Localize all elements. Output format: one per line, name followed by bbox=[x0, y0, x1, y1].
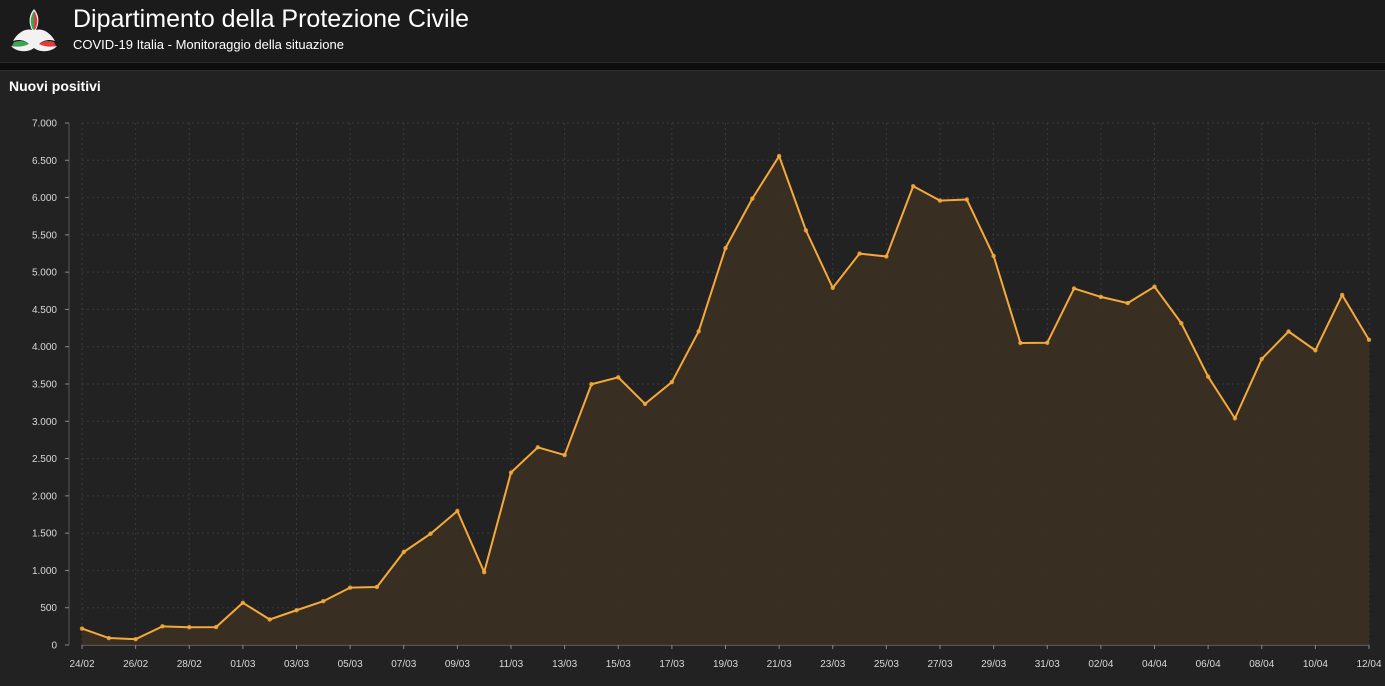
y-tick-label: 1.500 bbox=[32, 529, 57, 540]
data-point bbox=[160, 624, 165, 629]
y-tick-label: 6.500 bbox=[32, 156, 57, 167]
x-tick-label: 27/03 bbox=[927, 659, 952, 670]
data-point bbox=[910, 183, 916, 189]
data-point bbox=[1259, 356, 1264, 362]
y-tick-label: 500 bbox=[40, 603, 57, 614]
y-tick-label: 1.000 bbox=[32, 566, 57, 577]
app-title: Dipartimento della Protezione Civile bbox=[73, 5, 470, 33]
x-tick-label: 03/03 bbox=[284, 659, 309, 670]
data-point bbox=[669, 379, 675, 385]
data-point bbox=[1232, 416, 1238, 421]
x-tick-label: 19/03 bbox=[713, 659, 738, 670]
x-tick-label: 08/04 bbox=[1249, 659, 1274, 670]
x-tick-label: 31/03 bbox=[1035, 659, 1060, 670]
data-point bbox=[374, 584, 380, 590]
data-point bbox=[803, 228, 809, 233]
x-tick-label: 24/02 bbox=[69, 659, 94, 670]
x-tick-label: 01/03 bbox=[230, 659, 255, 670]
y-tick-label: 7.000 bbox=[32, 119, 57, 130]
data-point bbox=[267, 617, 272, 622]
data-point bbox=[535, 445, 541, 450]
x-tick-label: 05/03 bbox=[338, 659, 363, 670]
data-point bbox=[1018, 340, 1023, 346]
data-point bbox=[187, 625, 192, 630]
data-point bbox=[401, 549, 406, 555]
x-tick-label: 12/04 bbox=[1356, 659, 1381, 670]
data-point bbox=[1045, 340, 1050, 345]
data-point bbox=[1125, 300, 1130, 306]
y-tick-label: 6.000 bbox=[32, 193, 57, 204]
y-tick-label: 5.500 bbox=[32, 230, 57, 241]
data-point bbox=[1286, 329, 1291, 334]
x-tick-label: 04/04 bbox=[1142, 659, 1167, 670]
data-point bbox=[1098, 294, 1104, 300]
y-tick-label: 2.000 bbox=[32, 491, 57, 502]
x-tick-label: 29/03 bbox=[981, 659, 1006, 670]
data-point bbox=[1339, 292, 1345, 298]
data-point bbox=[723, 245, 728, 251]
data-point bbox=[776, 153, 782, 159]
data-point bbox=[964, 197, 970, 202]
x-tick-label: 13/03 bbox=[552, 659, 577, 670]
data-point bbox=[696, 329, 701, 334]
y-tick-label: 5.000 bbox=[32, 268, 57, 279]
data-point bbox=[1152, 284, 1157, 289]
x-tick-label: 23/03 bbox=[820, 659, 845, 670]
x-tick-label: 06/04 bbox=[1196, 659, 1221, 670]
data-point bbox=[1179, 320, 1184, 326]
x-tick-label: 09/03 bbox=[445, 659, 470, 670]
data-point bbox=[1205, 374, 1211, 379]
data-point bbox=[508, 470, 514, 475]
data-point bbox=[642, 401, 648, 407]
x-tick-label: 15/03 bbox=[606, 659, 631, 670]
data-point bbox=[213, 624, 219, 630]
x-tick-label: 26/02 bbox=[123, 659, 148, 670]
x-tick-label: 10/04 bbox=[1303, 659, 1328, 670]
data-point bbox=[321, 599, 326, 604]
data-point bbox=[616, 375, 621, 380]
data-point bbox=[428, 531, 433, 536]
y-tick-label: 3.000 bbox=[32, 417, 57, 428]
data-point bbox=[1071, 286, 1077, 291]
data-point bbox=[1313, 348, 1318, 353]
data-point bbox=[1366, 337, 1372, 343]
data-point bbox=[481, 569, 487, 575]
x-tick-label: 21/03 bbox=[767, 659, 792, 670]
chart-title: Nuovi positivi bbox=[9, 78, 101, 94]
data-point bbox=[106, 635, 112, 641]
x-tick-label: 02/04 bbox=[1088, 659, 1113, 670]
data-point bbox=[240, 600, 246, 605]
app-header: Dipartimento della Protezione Civile COV… bbox=[0, 0, 1385, 63]
x-tick-label: 17/03 bbox=[659, 659, 684, 670]
y-tick-label: 4.000 bbox=[32, 342, 57, 353]
y-tick-label: 0 bbox=[51, 641, 57, 652]
series-area bbox=[82, 156, 1369, 646]
data-point bbox=[750, 196, 755, 201]
data-point bbox=[589, 382, 594, 387]
x-tick-label: 25/03 bbox=[874, 659, 899, 670]
x-tick-label: 07/03 bbox=[391, 659, 416, 670]
data-point bbox=[455, 508, 460, 514]
data-point bbox=[937, 198, 943, 203]
data-point bbox=[884, 254, 889, 259]
data-point bbox=[294, 608, 299, 613]
civil-protection-logo-icon bbox=[11, 9, 57, 52]
x-tick-label: 11/03 bbox=[499, 659, 524, 670]
data-point bbox=[991, 253, 996, 259]
x-tick-label: 28/02 bbox=[177, 659, 202, 670]
y-tick-label: 3.500 bbox=[32, 380, 57, 391]
data-point bbox=[133, 636, 138, 642]
data-point bbox=[79, 626, 85, 631]
y-tick-label: 4.500 bbox=[32, 305, 57, 316]
app-subtitle: COVID-19 Italia - Monitoraggio della sit… bbox=[73, 37, 344, 52]
data-point bbox=[830, 285, 835, 291]
data-point bbox=[562, 452, 567, 458]
data-point bbox=[857, 251, 862, 256]
data-point bbox=[347, 585, 353, 590]
y-tick-label: 2.500 bbox=[32, 454, 57, 465]
